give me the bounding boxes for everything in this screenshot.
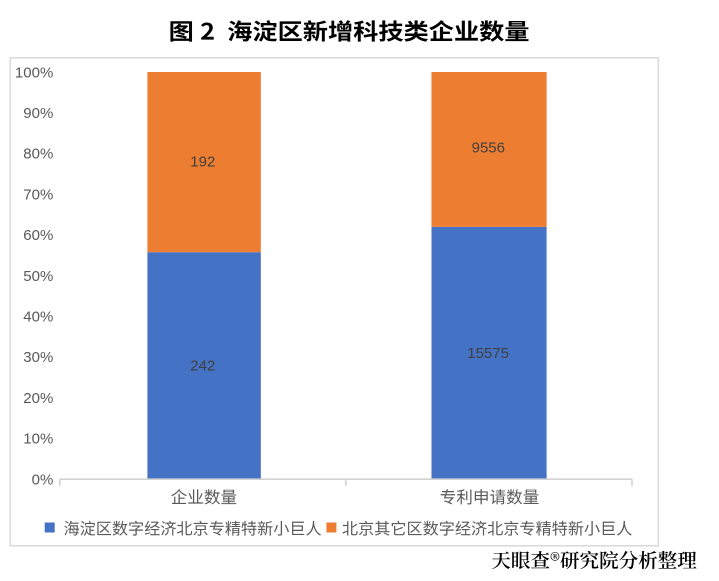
svg-text:15575: 15575 (467, 345, 509, 362)
svg-text:90%: 90% (23, 105, 53, 122)
svg-text:9556: 9556 (472, 140, 505, 157)
svg-text:30%: 30% (23, 349, 53, 366)
svg-text:70%: 70% (23, 186, 53, 203)
svg-text:10%: 10% (23, 431, 53, 448)
svg-text:50%: 50% (23, 268, 53, 285)
svg-text:80%: 80% (23, 146, 53, 163)
svg-text:0%: 0% (32, 471, 54, 488)
svg-text:100%: 100% (15, 64, 53, 81)
svg-text:60%: 60% (23, 227, 53, 244)
svg-text:192: 192 (190, 154, 215, 171)
svg-text:40%: 40% (23, 309, 53, 326)
svg-text:20%: 20% (23, 390, 53, 407)
svg-text:242: 242 (190, 357, 215, 374)
